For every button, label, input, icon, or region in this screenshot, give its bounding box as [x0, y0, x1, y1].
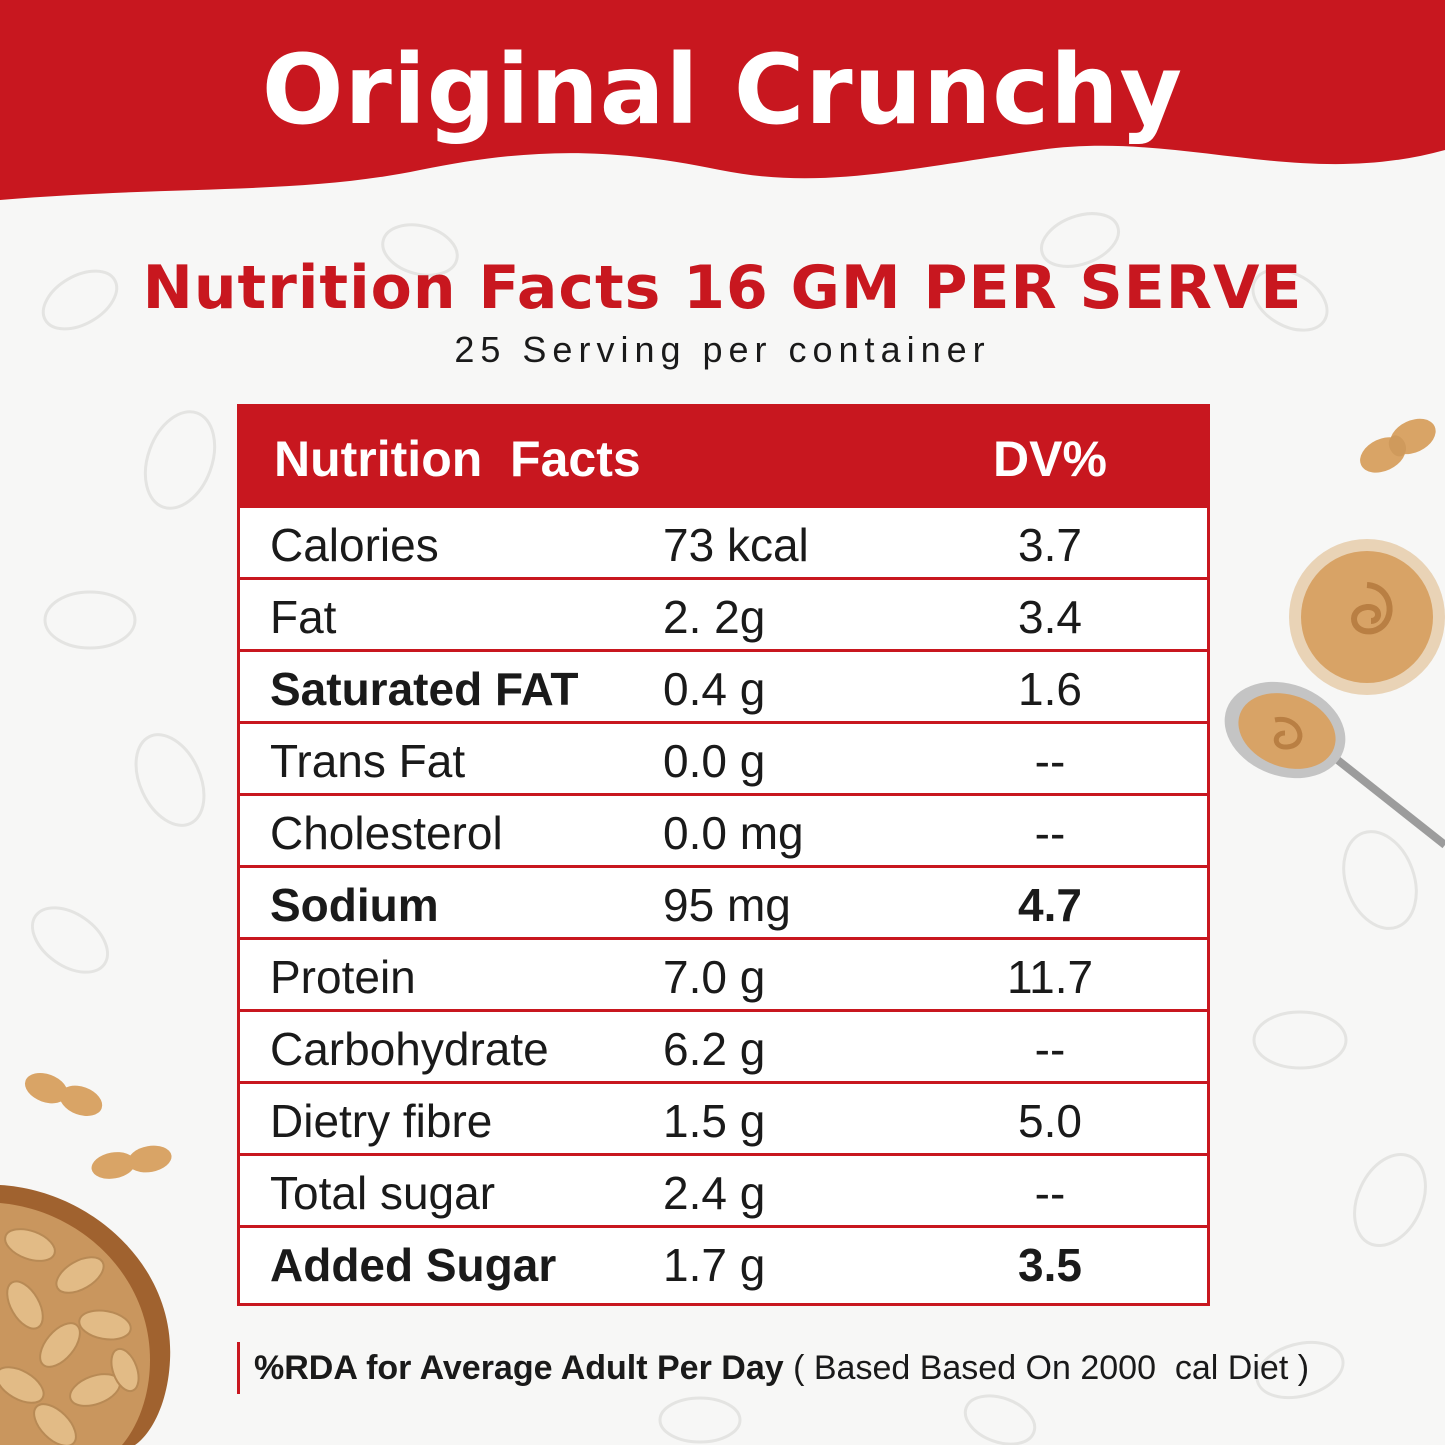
product-title: Original Crunchy	[261, 34, 1184, 146]
nutrient-dv: --	[1034, 807, 1066, 859]
nutrient-dv: --	[1034, 735, 1066, 787]
nutrient-dv: 1.6	[1018, 663, 1082, 715]
peanut-icon	[24, 1073, 103, 1116]
nutrient-name: Calories	[270, 519, 439, 571]
table-row: Saturated FAT 0.4 g 1.6	[240, 652, 1207, 724]
nutrient-amount: 2. 2g	[663, 591, 766, 643]
rda-footnote: %RDA for Average Adult Per Day ( Based B…	[237, 1342, 1309, 1394]
header-label: Nutrition Facts	[274, 431, 641, 487]
nutrient-amount: 95 mg	[663, 879, 791, 931]
table-row: Protein 7.0 g 11.7	[240, 940, 1207, 1012]
nutrient-amount: 73 kcal	[663, 519, 809, 571]
nutrient-dv: 11.7	[1006, 951, 1094, 1003]
nutrient-name: Cholesterol	[270, 807, 503, 859]
table-row: Dietry fibre 1.5 g 5.0	[240, 1084, 1207, 1156]
peanut-butter-bowl-icon	[1289, 539, 1445, 695]
nutrient-name: Added Sugar	[270, 1239, 557, 1291]
header-dv: DV%	[993, 431, 1107, 487]
table-row: Sodium 95 mg 4.7	[240, 868, 1207, 940]
nutrition-heading: Nutrition Facts 16 GM PER SERVE	[142, 253, 1303, 323]
footnote-regular: ( Based Based On 2000 cal Diet )	[783, 1349, 1310, 1387]
table-row: Carbohydrate 6.2 g --	[240, 1012, 1207, 1084]
nutrient-name: Protein	[270, 951, 416, 1003]
table-row: Calories 73 kcal 3.7	[240, 508, 1207, 580]
peanut-bowl-icon	[0, 1185, 171, 1445]
table-header: Nutrition Facts DV%	[240, 407, 1207, 508]
nutrient-amount: 7.0 g	[663, 951, 766, 1003]
nutrient-amount: 1.5 g	[663, 1095, 766, 1147]
nutrient-amount: 0.0 mg	[663, 807, 804, 859]
peanut-butter-spoon-icon	[1224, 681, 1445, 849]
peanut-icon	[1360, 418, 1436, 473]
table-row: Trans Fat 0.0 g --	[240, 724, 1207, 796]
nutrient-amount: 0.4 g	[663, 663, 766, 715]
nutrient-dv: 3.7	[1018, 519, 1082, 571]
table-row: Fat 2. 2g 3.4	[240, 580, 1207, 652]
nutrient-dv: --	[1034, 1167, 1066, 1219]
nutrient-amount: 0.0 g	[663, 735, 766, 787]
nutrient-amount: 1.7 g	[663, 1239, 766, 1291]
nutrient-name: Carbohydrate	[270, 1023, 549, 1075]
nutrition-table: Nutrition Facts DV% Calories 73 kcal 3.7…	[237, 404, 1210, 1306]
nutrient-dv: 4.7	[1018, 879, 1082, 931]
nutrient-name: Sodium	[270, 879, 439, 931]
nutrient-amount: 2.4 g	[663, 1167, 766, 1219]
nutrient-dv: --	[1034, 1023, 1066, 1075]
nutrient-name: Fat	[270, 591, 337, 643]
serving-info: 25 Serving per container	[454, 329, 991, 370]
table-row: Total sugar 2.4 g --	[240, 1156, 1207, 1228]
nutrient-name: Total sugar	[270, 1167, 496, 1219]
nutrient-name: Trans Fat	[270, 735, 466, 787]
table-body: Calories 73 kcal 3.7 Fat 2. 2g 3.4 Satur…	[240, 508, 1207, 1300]
peanut-icon	[91, 1145, 172, 1179]
nutrient-amount: 6.2 g	[663, 1023, 766, 1075]
nutrient-name: Dietry fibre	[270, 1095, 493, 1147]
nutrient-dv: 5.0	[1018, 1095, 1082, 1147]
nutrient-dv: 3.4	[1018, 591, 1082, 643]
header-banner	[0, 0, 1445, 200]
table-row: Added Sugar 1.7 g 3.5	[240, 1228, 1207, 1300]
nutrient-name: Saturated FAT	[270, 663, 579, 715]
footnote-bold: %RDA for Average Adult Per Day	[254, 1349, 784, 1387]
table-row: Cholesterol 0.0 mg --	[240, 796, 1207, 868]
nutrient-dv: 3.5	[1018, 1239, 1082, 1291]
